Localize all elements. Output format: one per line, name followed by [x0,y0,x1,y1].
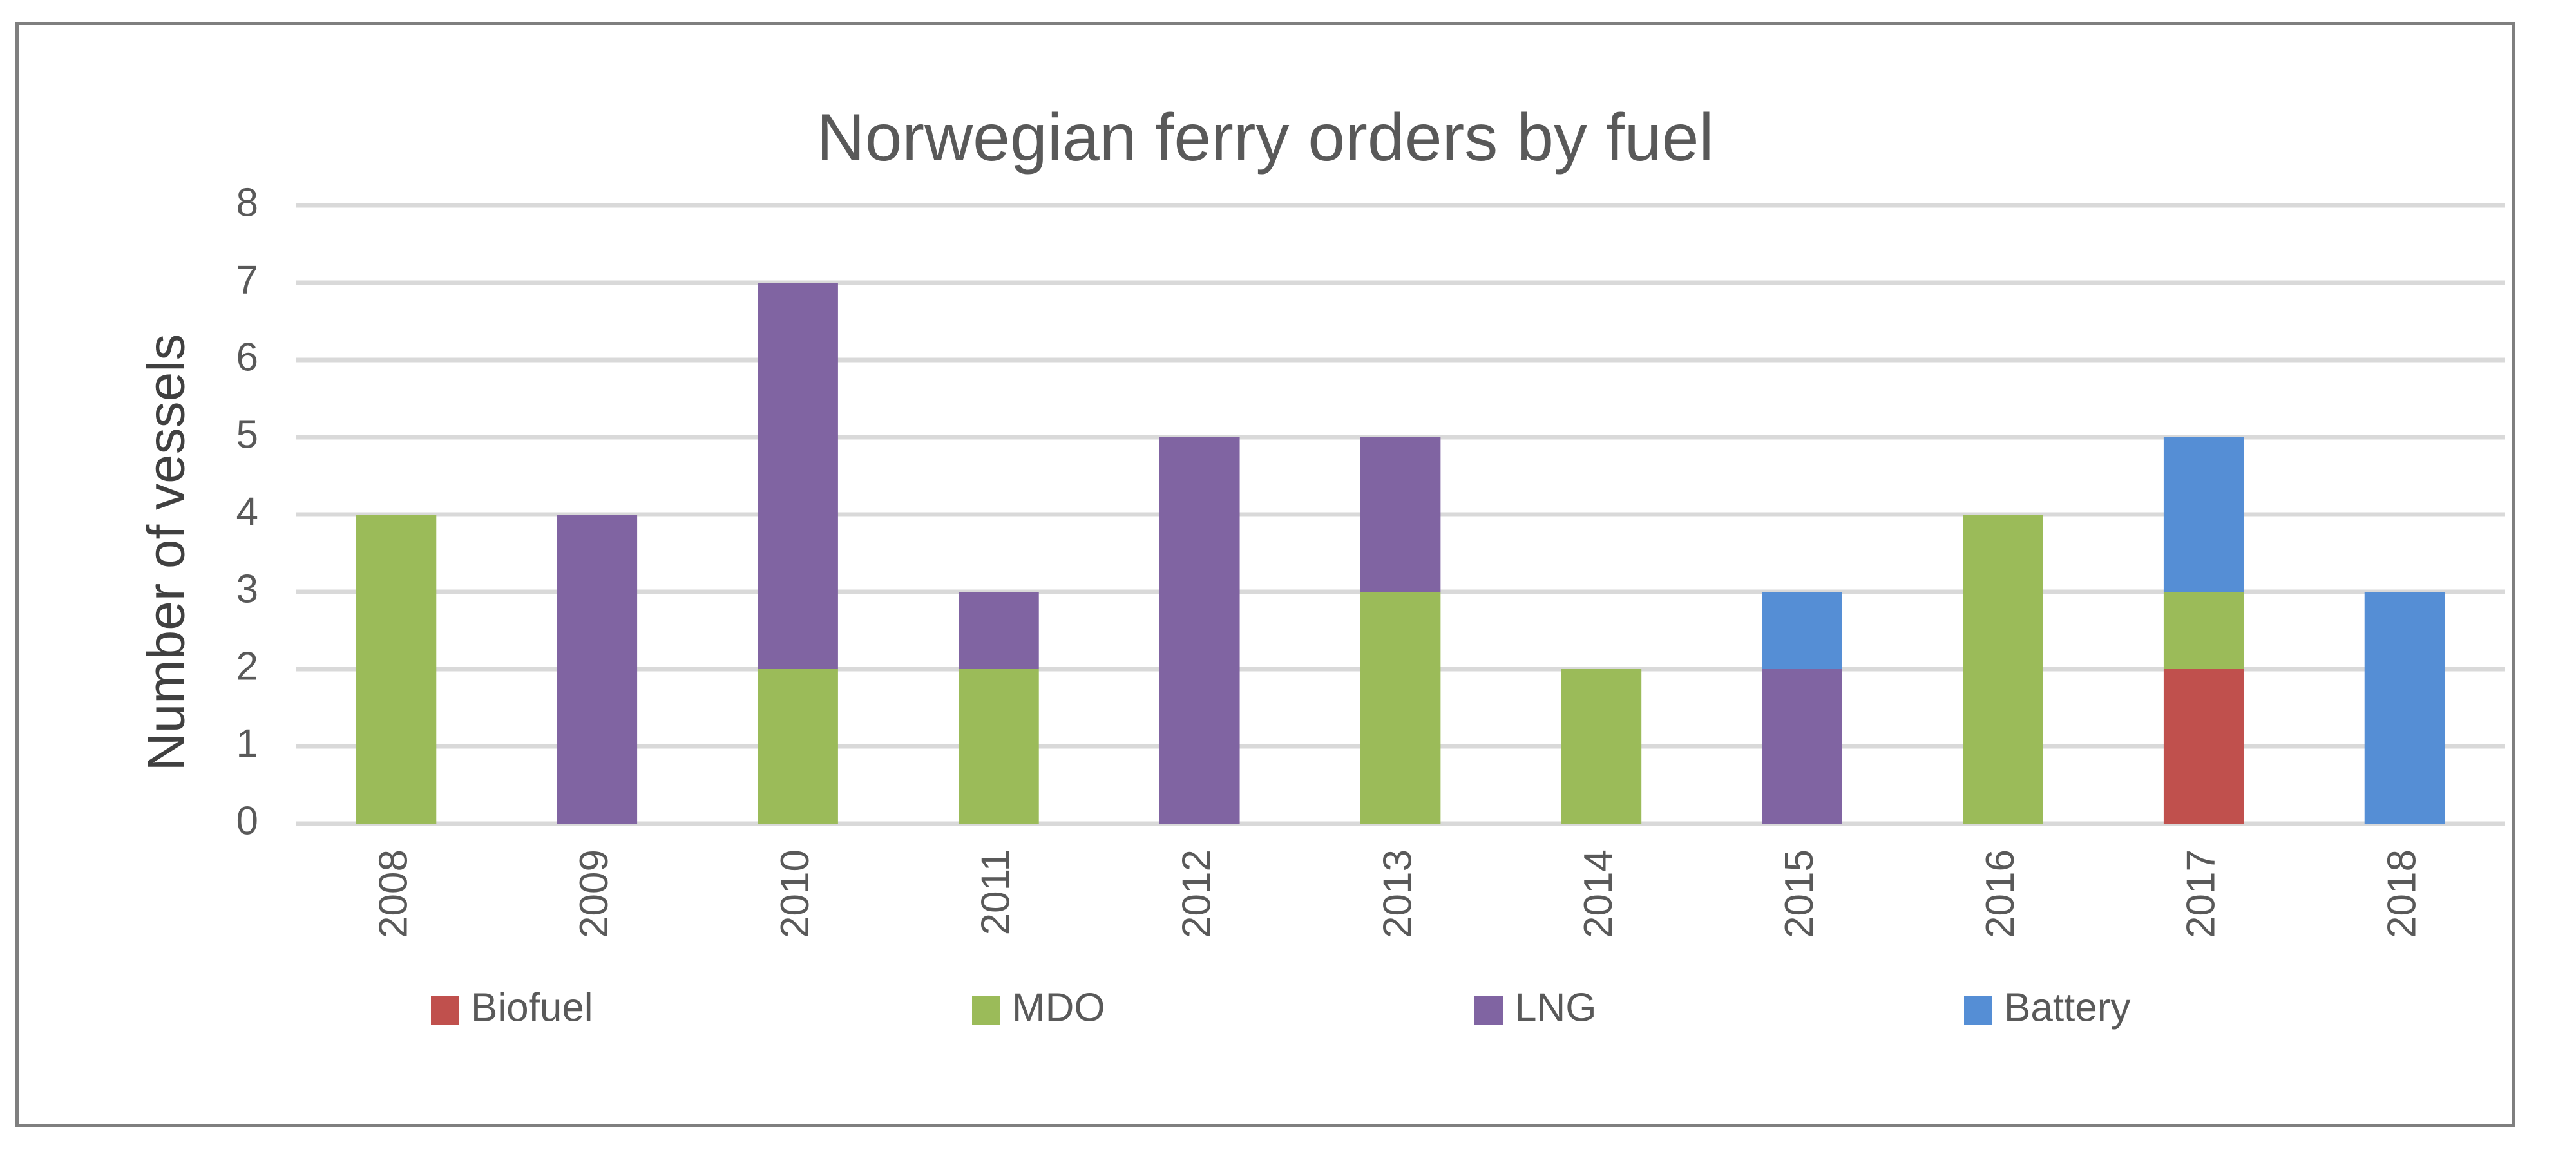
chart-frame: Norwegian ferry orders by fuel 0 1 2 3 4 5 6 7 8… [15,22,2515,1127]
legend-label-biofuel: Biofuel [471,985,593,1030]
chart-title: Norwegian ferry orders by fuel [816,100,1713,175]
legend-label-battery: Battery [2004,985,2130,1030]
y-tick-label: 0 [236,799,258,843]
bar-lng-2015 [1762,669,1842,824]
chart-svg: Norwegian ferry orders by fuel 0 1 2 3 4 5 6 7 8… [137,100,2505,1030]
y-tick-label: 1 [236,721,258,766]
y-axis-title: Number of vessels [137,334,196,771]
bar-mdo-2017 [2163,592,2244,669]
y-tick-label: 3 [236,567,258,611]
y-axis-ticks: 0 1 2 3 4 5 6 7 8 [236,180,258,843]
bar-mdo-2010 [758,669,838,824]
x-tick-label: 2009 [572,849,616,938]
x-tick-label: 2008 [371,849,415,938]
bar-battery-2018 [2364,592,2445,824]
y-tick-label: 8 [236,180,258,225]
x-tick-label: 2017 [2179,849,2224,938]
bar-mdo-2014 [1561,669,1642,824]
legend-swatch-biofuel [431,996,459,1025]
x-tick-label: 2015 [1777,849,1822,938]
x-tick-label: 2010 [773,849,817,938]
y-tick-label: 7 [236,258,258,302]
bar-mdo-2016 [1963,515,2043,824]
x-tick-label: 2018 [2380,849,2424,938]
bar-lng-2013 [1360,437,1441,592]
legend-swatch-battery [1964,996,1992,1025]
bar-lng-2012 [1159,437,1240,824]
bar-lng-2010 [758,283,838,669]
legend-swatch-mdo [972,996,1000,1025]
bars [356,283,2445,824]
x-tick-label: 2013 [1375,849,1420,938]
x-axis-ticks: 2008 2009 2010 2011 2012 2013 2014 2015 2016 2017… [371,849,2424,938]
bar-lng-2009 [557,515,638,824]
x-tick-label: 2012 [1175,849,1219,938]
legend-label-mdo: MDO [1012,985,1105,1030]
bar-mdo-2013 [1360,592,1441,824]
y-tick-label: 4 [236,489,258,534]
bar-mdo-2011 [959,669,1039,824]
x-tick-label: 2016 [1978,849,2023,938]
bar-mdo-2008 [356,515,437,824]
y-tick-label: 6 [236,335,258,379]
x-tick-label: 2011 [974,849,1018,935]
bar-biofuel-2017 [2163,669,2244,824]
y-tick-label: 2 [236,644,258,688]
bar-lng-2011 [959,592,1039,669]
x-tick-label: 2014 [1576,849,1621,938]
bar-battery-2017 [2163,437,2244,592]
legend-swatch-lng [1474,996,1503,1025]
legend: Biofuel MDO LNG Battery [431,985,2130,1030]
legend-label-lng: LNG [1514,985,1596,1030]
y-tick-label: 5 [236,412,258,457]
bar-battery-2015 [1762,592,1842,669]
